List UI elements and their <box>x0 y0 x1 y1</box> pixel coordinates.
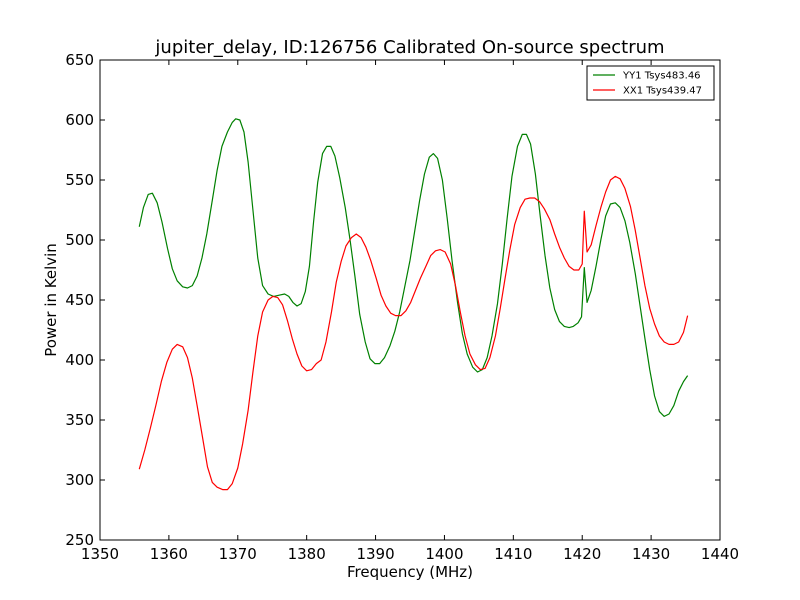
plot-series <box>138 118 689 491</box>
legend-label-xx1: XX1 Tsys439.47 <box>623 86 702 97</box>
y-tick-label: 300 <box>65 471 94 489</box>
x-tick-label: 1350 <box>81 545 119 563</box>
x-axis-label: Frequency (MHz) <box>347 563 473 581</box>
legend: YY1 Tsys483.46 XX1 Tsys439.47 <box>586 65 715 101</box>
x-tick-labels: 1350 1360 1370 1380 1390 1400 1410 1420 1430 1440 <box>81 545 739 563</box>
series-line-xx1 <box>138 175 689 491</box>
series-line-yy1 <box>138 118 689 417</box>
y-tick-labels: 250 300 350 400 450 500 550 600 650 <box>65 51 94 549</box>
y-tick-label: 250 <box>65 531 94 549</box>
x-tick-label: 1420 <box>563 545 601 563</box>
y-axis-label: Power in Kelvin <box>42 243 60 357</box>
y-tick-label: 500 <box>65 231 94 249</box>
legend-box <box>586 65 715 101</box>
tick-marks <box>99 59 721 541</box>
legend-label-yy1: YY1 Tsys483.46 <box>622 71 701 82</box>
y-tick-label: 450 <box>65 291 94 309</box>
x-tick-label: 1410 <box>494 545 532 563</box>
x-tick-label: 1370 <box>219 545 257 563</box>
x-tick-label: 1400 <box>425 545 463 563</box>
x-tick-label: 1430 <box>632 545 670 563</box>
y-tick-label: 350 <box>65 411 94 429</box>
y-tick-label: 400 <box>65 351 94 369</box>
x-tick-label: 1390 <box>356 545 394 563</box>
x-tick-label: 1360 <box>150 545 188 563</box>
x-tick-label: 1440 <box>701 545 739 563</box>
y-tick-label: 650 <box>65 51 94 69</box>
y-tick-label: 600 <box>65 111 94 129</box>
y-tick-label: 550 <box>65 171 94 189</box>
plot-frame <box>99 59 721 541</box>
chart-title: jupiter_delay, ID:126756 Calibrated On-s… <box>154 37 664 58</box>
x-tick-label: 1380 <box>288 545 326 563</box>
